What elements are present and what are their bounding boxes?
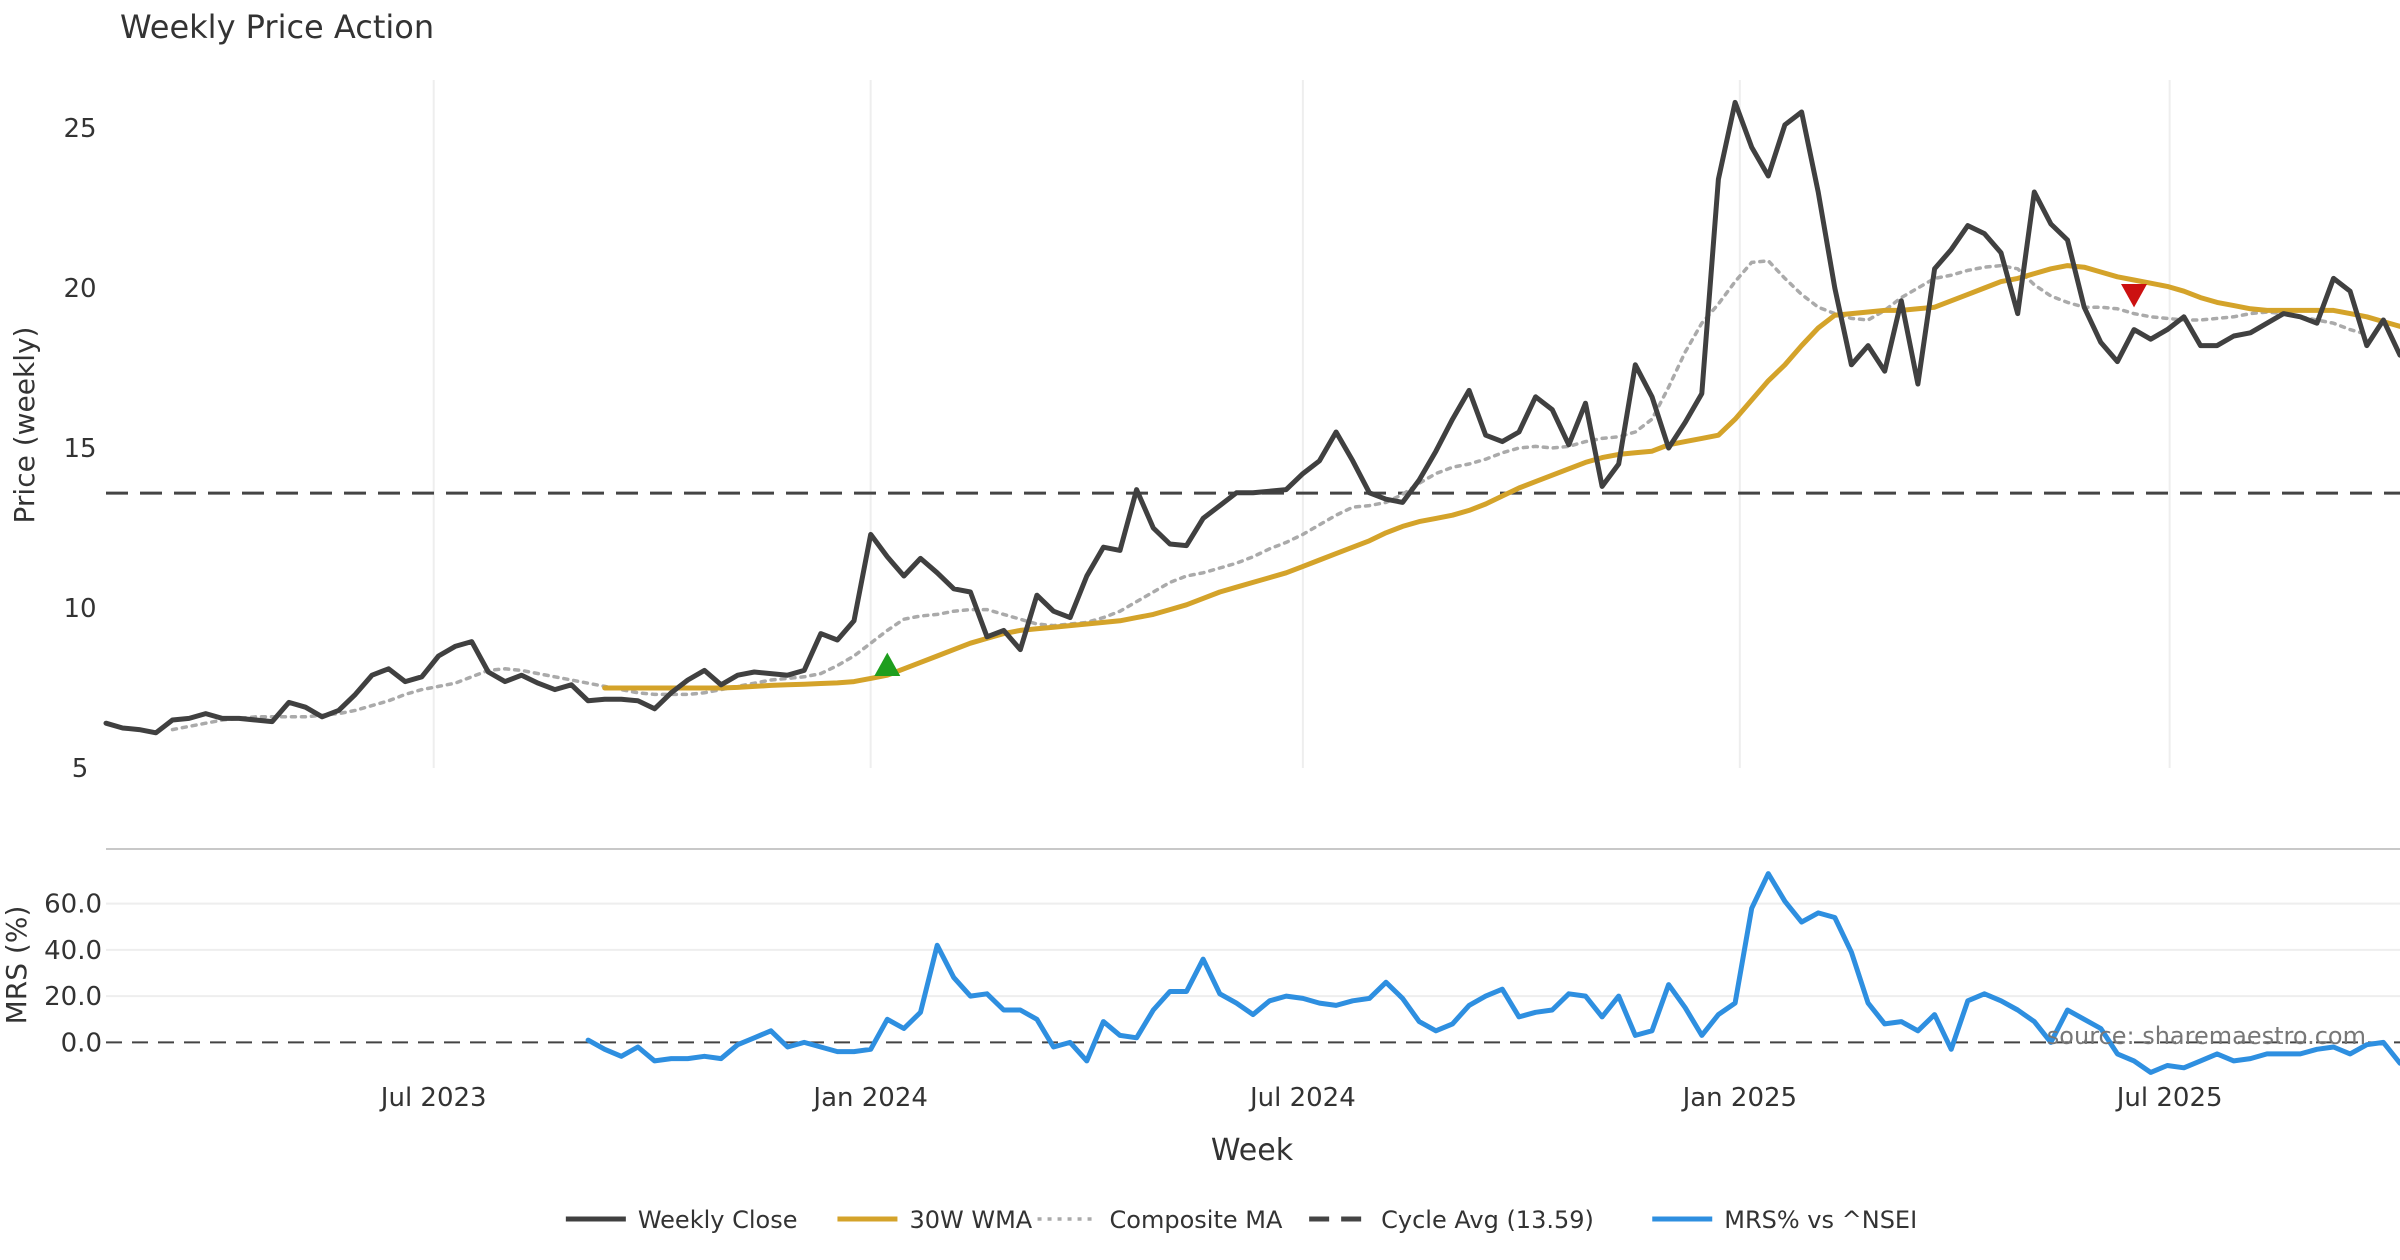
legend-entry-weekly-close: Weekly Close (565, 1206, 798, 1234)
mrs-y-tick-label: 60.0 (44, 890, 102, 920)
source-watermark: source: sharemaestro.com (2047, 1022, 2366, 1050)
x-tick-label: Jul 2025 (2115, 1083, 2223, 1113)
reference-lines (106, 491, 2400, 1044)
chart-title: Weekly Price Action (120, 8, 434, 46)
legend-label: 30W WMA (909, 1206, 1032, 1234)
signal-markers (874, 284, 2148, 676)
legend-entry-composite-ma: Composite MA (1037, 1206, 1283, 1234)
price-y-tick-label: 5 (72, 754, 89, 784)
legend-entry-cycle-avg-13-59: Cycle Avg (13.59) (1309, 1206, 1594, 1234)
price-y-tick-label: 15 (63, 434, 96, 464)
x-axis-label: Week (1211, 1133, 1294, 1168)
x-tick-label: Jan 2025 (1681, 1083, 1798, 1113)
price-y-axis-label: Price (weekly) (8, 327, 41, 524)
series-composite-ma (170, 259, 2369, 732)
price-y-tick-label: 10 (63, 594, 96, 624)
legend: Weekly Close 30W WMA Composite MA Cycle Avg… (565, 1206, 1917, 1234)
series-30w-wma (602, 263, 2400, 691)
legend-label: Composite MA (1110, 1206, 1283, 1234)
series-layer (103, 99, 2400, 1075)
x-axis: Jul 2023 Jan 2024 Jul 2024 Jan 2025 Jul 2025 (379, 1083, 2223, 1113)
legend-label: Cycle Avg (13.59) (1381, 1206, 1594, 1234)
legend-label: Weekly Close (638, 1206, 798, 1234)
mrs-y-tick-label: 0.0 (61, 1028, 102, 1058)
price-panel-grid (432, 80, 2171, 768)
legend-entry-30w-wma: 30W WMA (837, 1206, 1033, 1234)
price-y-tick-label: 25 (63, 114, 96, 144)
mrs-y-axis: 0.0 20.0 40.0 60.0 (44, 890, 102, 1059)
x-tick-label: Jul 2024 (1248, 1083, 1356, 1113)
mrs-y-tick-label: 20.0 (44, 982, 102, 1012)
series-mrs-vs-nsei (585, 871, 2400, 1075)
mrs-panel-grid (106, 902, 2400, 998)
x-tick-label: Jan 2024 (811, 1083, 928, 1113)
price-y-tick-label: 20 (63, 274, 96, 304)
series-weekly-close (103, 99, 2400, 736)
sell-signal-marker (2121, 284, 2148, 308)
legend-label: MRS% vs ^NSEI (1724, 1206, 1917, 1234)
mrs-y-axis-label: MRS (%) (0, 906, 33, 1025)
x-tick-label: Jul 2023 (379, 1083, 487, 1113)
mrs-y-tick-label: 40.0 (44, 936, 102, 966)
buy-signal-marker (874, 652, 901, 676)
legend-entry-mrs-vs-nsei: MRS% vs ^NSEI (1652, 1206, 1917, 1234)
price-y-axis: 5 10 15 20 25 (63, 114, 96, 784)
